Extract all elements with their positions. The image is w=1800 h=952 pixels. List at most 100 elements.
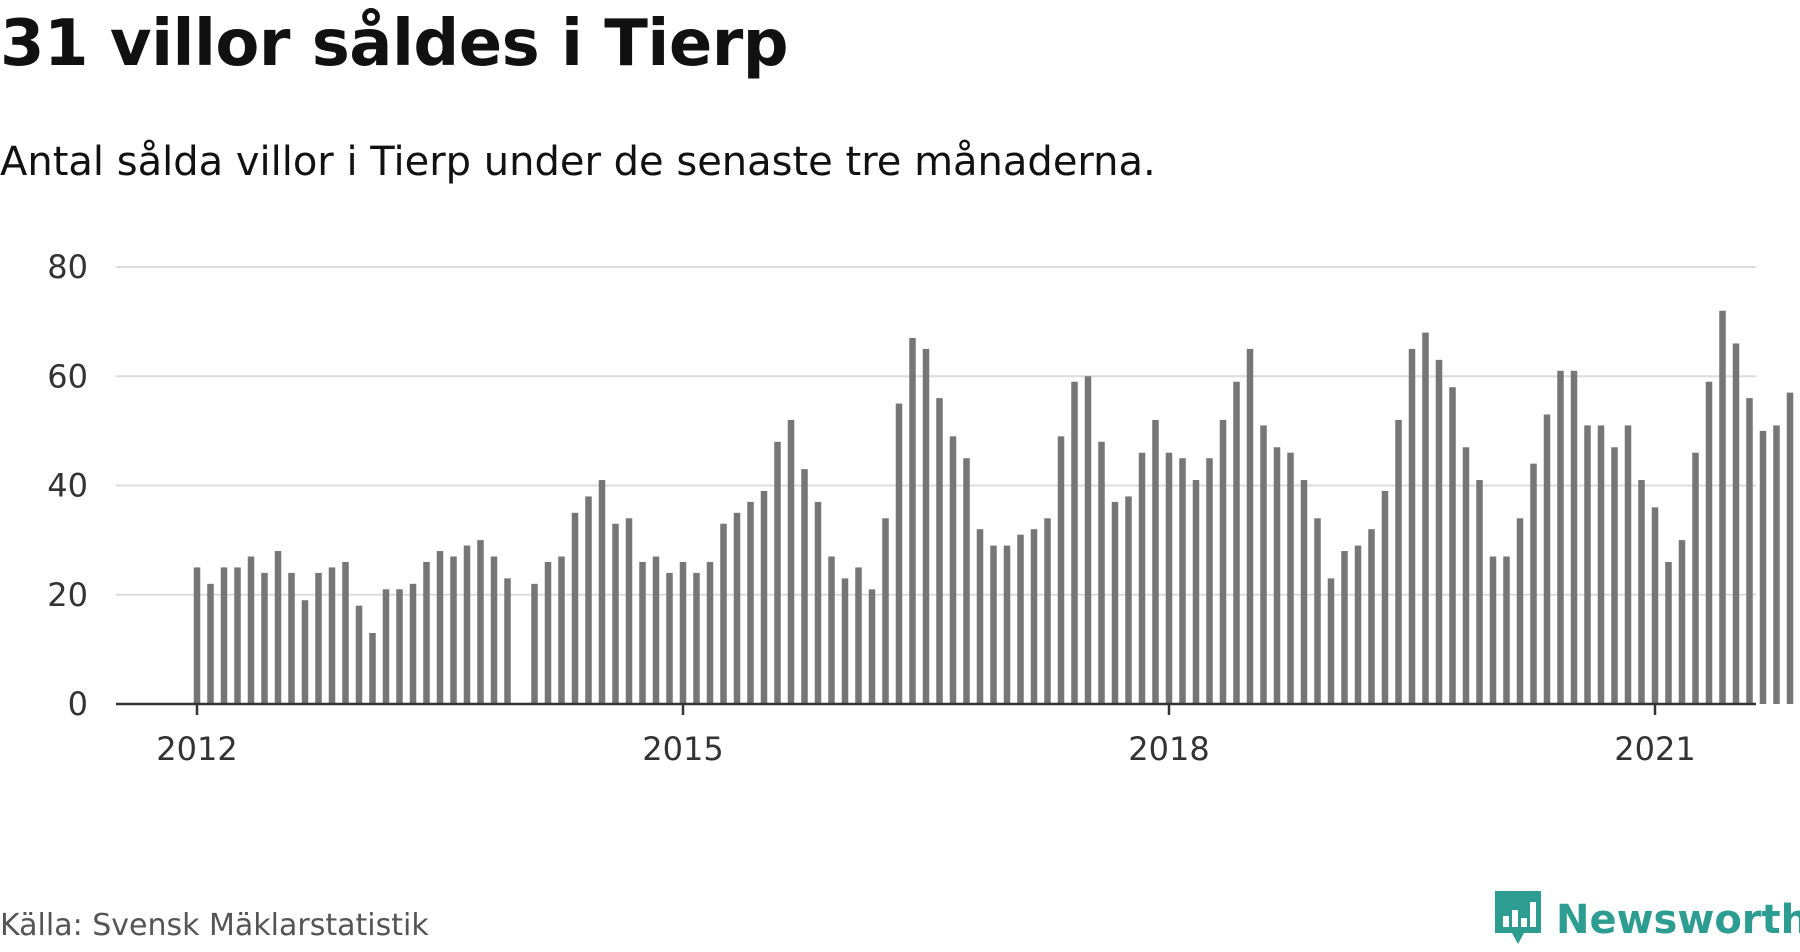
bar	[733, 512, 741, 704]
y-tick-label: 60	[47, 357, 88, 395]
bar	[1300, 480, 1308, 704]
bar	[1543, 414, 1551, 704]
bar	[207, 583, 214, 704]
bar	[301, 600, 309, 704]
bar	[1003, 545, 1011, 704]
bar	[922, 348, 930, 704]
bar	[1435, 359, 1443, 704]
bar	[1071, 381, 1078, 704]
bar	[814, 501, 822, 704]
bar	[1044, 518, 1051, 704]
bar	[328, 567, 336, 704]
brand-logo: Newsworthy	[1492, 888, 1800, 952]
bar	[1381, 490, 1389, 704]
bar	[1624, 425, 1632, 704]
bar	[747, 501, 754, 704]
bar	[571, 512, 579, 704]
bar	[1503, 556, 1510, 704]
bar	[760, 490, 768, 704]
bar	[1098, 441, 1105, 704]
bar	[274, 551, 282, 704]
bar	[1557, 370, 1564, 704]
bar	[882, 518, 889, 704]
bar	[1287, 452, 1294, 704]
bar	[1719, 310, 1726, 704]
bar	[855, 567, 862, 704]
bar	[1233, 381, 1240, 704]
bar	[639, 561, 646, 704]
bar	[1206, 458, 1213, 704]
bar	[193, 567, 201, 704]
bar	[1665, 561, 1672, 704]
bar	[1786, 392, 1794, 704]
bar	[1030, 529, 1038, 704]
bar	[1732, 343, 1740, 704]
bar	[1597, 425, 1605, 704]
page-subtitle: Antal sålda villor i Tierp under de sena…	[0, 139, 1156, 185]
bar	[828, 556, 835, 704]
y-tick-label: 0	[68, 685, 88, 723]
bar	[531, 583, 538, 704]
bar	[1165, 452, 1173, 704]
bar	[1611, 447, 1618, 704]
bar	[1246, 348, 1254, 704]
bar	[1192, 480, 1200, 704]
bar	[396, 589, 403, 704]
bar	[679, 561, 687, 704]
bar	[1273, 447, 1281, 704]
source-note: Källa: Svensk Mäklarstatistik	[0, 908, 429, 943]
bar	[1395, 419, 1402, 704]
bar	[1773, 425, 1780, 704]
bar	[450, 556, 457, 704]
bar	[625, 518, 633, 704]
bar	[1341, 551, 1348, 704]
bar	[1327, 578, 1335, 704]
bar	[369, 632, 376, 704]
bar	[990, 545, 997, 704]
page-title: 31 villor såldes i Tierp	[0, 7, 789, 81]
bar	[1678, 540, 1686, 704]
bar	[1449, 387, 1456, 704]
bar	[801, 469, 808, 704]
bar	[1111, 501, 1119, 704]
bar	[1516, 518, 1524, 704]
bar	[1408, 348, 1416, 704]
bar	[1570, 370, 1578, 704]
bar	[1017, 534, 1024, 704]
bar	[598, 480, 606, 704]
bar	[1152, 419, 1159, 704]
bar	[220, 567, 228, 704]
bar	[841, 578, 849, 704]
x-tick-label: 2015	[642, 730, 723, 768]
bar	[936, 398, 943, 704]
bar	[490, 556, 498, 704]
bar	[261, 572, 268, 704]
bar	[895, 403, 903, 704]
bar	[315, 572, 322, 704]
bar	[423, 561, 430, 704]
bar	[436, 551, 444, 704]
bar	[1638, 480, 1645, 704]
bar	[1462, 447, 1470, 704]
bar	[1692, 452, 1699, 704]
bar	[1084, 376, 1092, 704]
bar	[1489, 556, 1497, 704]
x-tick-label: 2012	[156, 730, 237, 768]
bar	[693, 572, 700, 704]
bar	[1125, 496, 1132, 704]
bar	[1746, 398, 1753, 704]
bar	[1138, 452, 1146, 704]
bar	[666, 572, 673, 704]
brand-name: Newsworthy	[1556, 897, 1800, 943]
x-tick-label: 2018	[1128, 730, 1209, 768]
bar	[1314, 518, 1321, 704]
y-tick-label: 80	[47, 248, 88, 286]
bar	[477, 540, 484, 704]
bar	[976, 529, 984, 704]
bar	[234, 567, 241, 704]
bar	[1584, 425, 1591, 704]
bar	[1179, 458, 1186, 704]
bar	[463, 545, 471, 704]
bar	[720, 523, 727, 704]
